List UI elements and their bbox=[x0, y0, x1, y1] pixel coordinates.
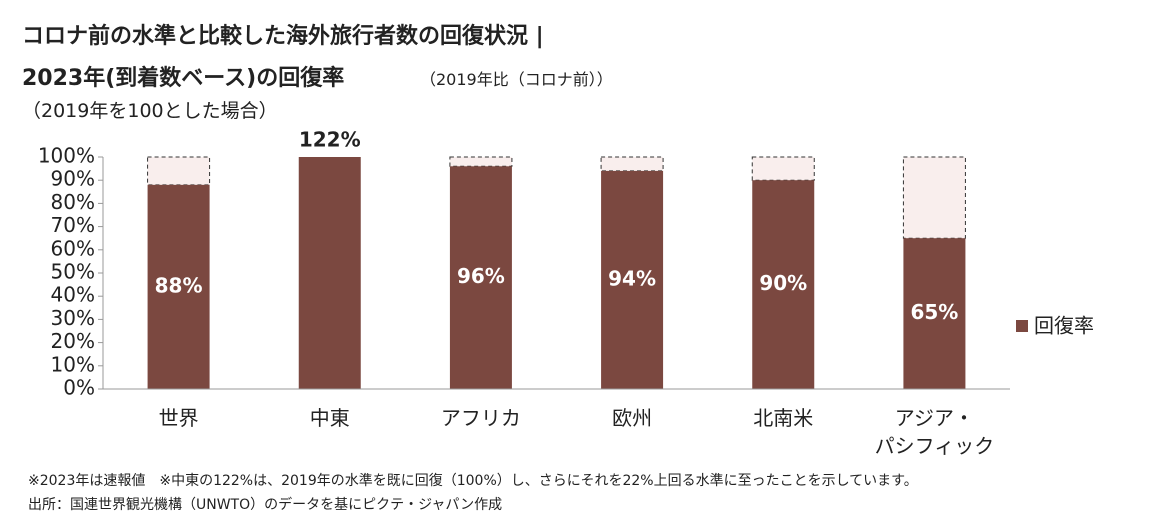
y-tick-label: 80% bbox=[51, 190, 95, 214]
y-axis-label: （2019年を100とした場合） bbox=[22, 100, 278, 122]
bar bbox=[903, 238, 966, 389]
x-tick-label: 欧州 bbox=[612, 406, 653, 430]
gap-box bbox=[751, 156, 815, 181]
value-label: 122% bbox=[299, 128, 361, 152]
y-tick-label: 30% bbox=[51, 306, 95, 330]
x-tick-label: 北南米 bbox=[753, 406, 814, 430]
y-tick-label: 100% bbox=[38, 144, 95, 168]
y-tick-label: 40% bbox=[51, 283, 95, 307]
y-tick-label: 0% bbox=[63, 376, 95, 400]
bar bbox=[752, 180, 815, 389]
value-label: 94% bbox=[608, 266, 656, 290]
footnote: ※2023年は速報値 ※中東の122%は、2019年の水準を既に回復（100%）… bbox=[28, 473, 918, 489]
legend-label: 回復率 bbox=[1034, 314, 1094, 338]
value-label: 88% bbox=[155, 273, 203, 297]
x-tick-label: アフリカ bbox=[440, 406, 521, 430]
gap-box bbox=[600, 156, 664, 172]
value-label: 90% bbox=[759, 271, 807, 295]
x-tick-label: 中東 bbox=[309, 406, 350, 430]
value-label: 65% bbox=[910, 300, 958, 324]
y-tick-label: 20% bbox=[51, 329, 95, 353]
gap-box bbox=[449, 156, 513, 167]
bar bbox=[601, 170, 664, 389]
gap-box bbox=[147, 156, 211, 186]
y-tick-label: 90% bbox=[51, 167, 95, 191]
x-tick-label: アジア・ パシフィック bbox=[874, 406, 995, 458]
y-tick-label: 10% bbox=[51, 352, 95, 376]
legend-swatch bbox=[1016, 320, 1028, 332]
chart-title: コロナ前の水準と比較した海外旅行者数の回復状況 | bbox=[22, 24, 544, 49]
gap-box bbox=[902, 156, 966, 239]
y-tick-label: 70% bbox=[51, 213, 95, 237]
bar bbox=[147, 184, 210, 389]
chart-subtitle: 2023年(到着数ベース)の回復率 bbox=[22, 66, 345, 91]
bar bbox=[449, 166, 512, 389]
value-label: 96% bbox=[457, 264, 505, 288]
y-tick-label: 60% bbox=[51, 236, 95, 260]
y-tick-label: 50% bbox=[51, 260, 95, 284]
x-tick-label: 世界 bbox=[158, 406, 199, 430]
bar bbox=[298, 157, 361, 389]
source-note: 出所：国連世界観光機構（UNWTO）のデータを基にピクテ・ジャパン作成 bbox=[28, 497, 503, 513]
subtitle-note: （2019年比（コロナ前）） bbox=[420, 70, 613, 89]
